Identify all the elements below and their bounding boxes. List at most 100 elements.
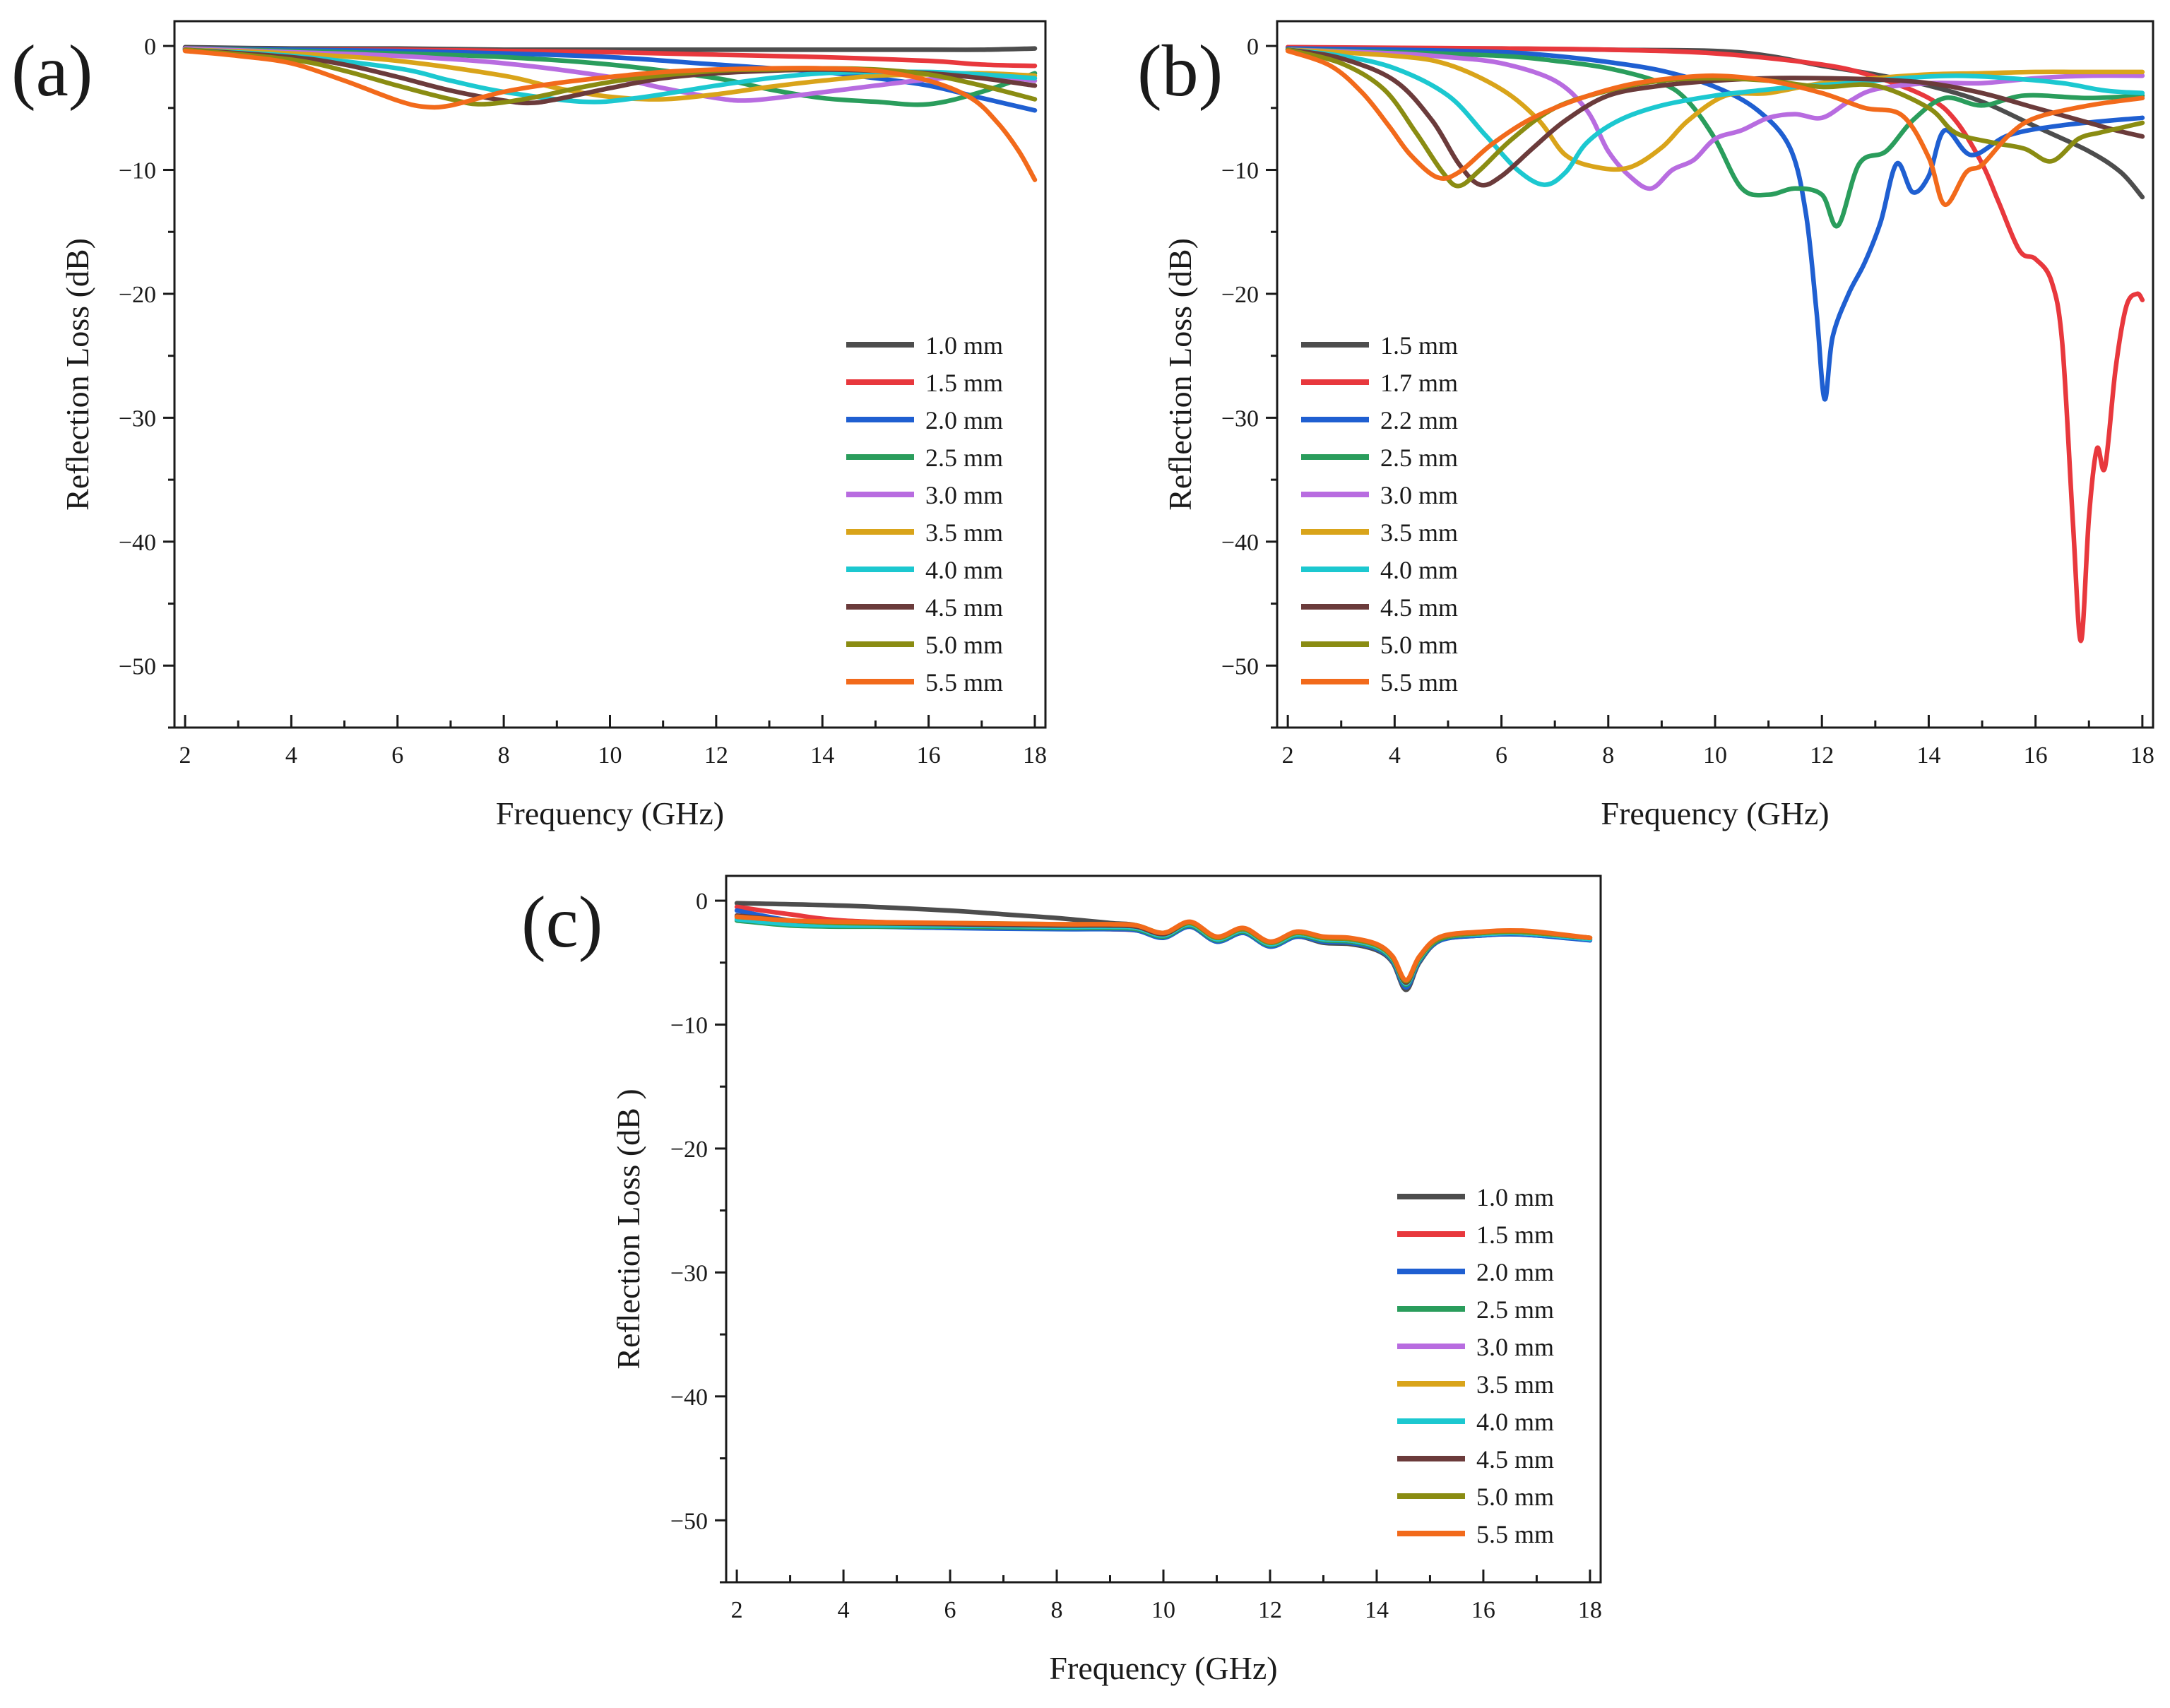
series-line-3-0mm bbox=[734, 915, 1593, 986]
x-tick-label: 4 bbox=[1389, 742, 1401, 769]
y-axis-label: Reflection Loss (dB) bbox=[1162, 238, 1198, 511]
legend-entry: 2.0 mm bbox=[1476, 1258, 1554, 1286]
series-group bbox=[1285, 45, 2145, 644]
x-tick-label: 2 bbox=[179, 742, 191, 769]
series-line-3-0mm bbox=[1285, 47, 2145, 191]
series-line-1-7mm bbox=[1285, 45, 2145, 644]
series-line-3-5mm bbox=[1285, 47, 2145, 172]
y-tick-label: 0 bbox=[1247, 34, 1259, 60]
x-tick-label: 18 bbox=[1023, 742, 1047, 769]
x-tick-label: 10 bbox=[1151, 1597, 1175, 1623]
legend-entry: 3.0 mm bbox=[925, 481, 1003, 509]
y-tick-label: 0 bbox=[144, 34, 156, 60]
y-tick-label: −30 bbox=[119, 405, 156, 432]
legend-entry: 1.7 mm bbox=[1380, 369, 1458, 397]
y-tick-label: −10 bbox=[119, 158, 156, 184]
x-tick-label: 2 bbox=[1282, 742, 1294, 769]
panel-a: (a) 2 4 6 8 10 12 14 16 18 0 −10 −20 −30 −40 −50 Frequen… bbox=[11, 20, 1047, 831]
legend-entry: 4.5 mm bbox=[1476, 1445, 1554, 1473]
x-axis-label: Frequency (GHz) bbox=[1601, 795, 1829, 831]
series-line-1-5mm bbox=[734, 904, 1593, 989]
x-tick-label: 6 bbox=[944, 1597, 956, 1623]
plot-frame bbox=[725, 874, 1602, 1584]
legend-entry: 3.5 mm bbox=[1476, 1370, 1554, 1399]
x-tick-label: 8 bbox=[1602, 742, 1614, 769]
x-tick-label: 18 bbox=[1578, 1597, 1602, 1623]
legend-entry: 2.0 mm bbox=[925, 406, 1003, 434]
legend-entry: 1.0 mm bbox=[925, 331, 1003, 360]
y-axis-label: Reflection Loss (dB) bbox=[59, 238, 95, 511]
legend-entry: 4.0 mm bbox=[925, 556, 1003, 584]
x-tick-label: 12 bbox=[1258, 1597, 1282, 1623]
y-tick-label: −50 bbox=[1221, 653, 1259, 680]
y-tick-label: 0 bbox=[696, 889, 708, 915]
legend-entry: 5.5 mm bbox=[1380, 668, 1458, 696]
series-line-1-5mm bbox=[1285, 45, 2145, 200]
panel-label: (b) bbox=[1137, 30, 1223, 112]
legend-entry: 5.5 mm bbox=[925, 668, 1003, 696]
panel-b: (b) 2 4 6 8 10 12 14 16 18 0 −10 −20 −30 −40 −50 Frequen… bbox=[1137, 20, 2154, 831]
series-group bbox=[182, 45, 1038, 182]
x-tick-label: 8 bbox=[1051, 1597, 1063, 1623]
x-tick-label: 12 bbox=[704, 742, 728, 769]
legend-entry: 3.0 mm bbox=[1380, 481, 1458, 509]
y-tick-label: −30 bbox=[1221, 405, 1259, 432]
legend-entry: 4.0 mm bbox=[1476, 1408, 1554, 1436]
legend-entry: 1.5 mm bbox=[925, 369, 1003, 397]
legend-entry: 2.5 mm bbox=[1476, 1295, 1554, 1324]
y-tick-label: −20 bbox=[119, 282, 156, 308]
legend-entry: 4.5 mm bbox=[1380, 593, 1458, 622]
x-axis-label: Frequency (GHz) bbox=[1049, 1650, 1277, 1686]
plot-frame bbox=[1276, 20, 2154, 729]
x-tick-label: 14 bbox=[1365, 1597, 1389, 1623]
x-tick-label: 8 bbox=[498, 742, 510, 769]
panel-label: (a) bbox=[11, 30, 93, 112]
y-tick-label: −20 bbox=[670, 1137, 708, 1163]
plot-frame bbox=[173, 20, 1047, 729]
x-tick-label: 10 bbox=[1703, 742, 1727, 769]
series-line-1-0mm bbox=[734, 901, 1593, 992]
legend-entry: 2.5 mm bbox=[1380, 444, 1458, 472]
series-group bbox=[734, 901, 1593, 992]
legend-entry: 5.0 mm bbox=[1380, 631, 1458, 659]
x-tick-label: 16 bbox=[2024, 742, 2048, 769]
legend-entry: 3.5 mm bbox=[1380, 518, 1458, 547]
legend-entry: 3.0 mm bbox=[1476, 1333, 1554, 1361]
legend-entry: 2.2 mm bbox=[1380, 406, 1458, 434]
y-tick-label: −50 bbox=[119, 653, 156, 680]
series-line-4-0mm bbox=[1285, 47, 2145, 187]
series-line-2-5mm bbox=[734, 918, 1593, 988]
legend-entry: 5.5 mm bbox=[1476, 1520, 1554, 1548]
y-tick-label: −30 bbox=[670, 1260, 708, 1286]
y-tick-label: −10 bbox=[670, 1013, 708, 1039]
legend-entry: 3.5 mm bbox=[925, 518, 1003, 547]
series-line-5-5mm bbox=[734, 914, 1593, 983]
x-tick-label: 4 bbox=[838, 1597, 850, 1623]
x-tick-label: 16 bbox=[1471, 1597, 1495, 1623]
x-tick-label: 14 bbox=[810, 742, 834, 769]
x-axis-label: Frequency (GHz) bbox=[496, 795, 724, 831]
panel-c: (c) 2 4 6 8 10 12 14 16 18 0 −10 −20 −30 −40 −50 Frequen… bbox=[521, 874, 1602, 1686]
legend: 1.5 mm 1.7 mm 2.2 mm 2.5 mm 3.0 mm 3.5 mm 4.0 … bbox=[1301, 331, 1458, 696]
series-line-5-0mm bbox=[182, 47, 1038, 107]
series-line-5-5mm bbox=[182, 48, 1038, 182]
series-line-4-5mm bbox=[1285, 47, 2145, 188]
y-tick-label: −40 bbox=[670, 1384, 708, 1411]
legend-entry: 5.0 mm bbox=[1476, 1483, 1554, 1511]
x-tick-label: 12 bbox=[1810, 742, 1834, 769]
y-tick-label: −20 bbox=[1221, 282, 1259, 308]
y-tick-label: −50 bbox=[670, 1508, 708, 1534]
x-tick-label: 6 bbox=[391, 742, 403, 769]
legend-entry: 1.0 mm bbox=[1476, 1183, 1554, 1211]
y-tick-label: −40 bbox=[1221, 530, 1259, 556]
y-tick-label: −40 bbox=[119, 530, 156, 556]
x-tick-label: 14 bbox=[1916, 742, 1940, 769]
x-tick-label: 4 bbox=[285, 742, 297, 769]
x-tick-label: 2 bbox=[731, 1597, 743, 1623]
legend-entry: 2.5 mm bbox=[925, 444, 1003, 472]
series-line-2-5mm bbox=[1285, 47, 2145, 229]
y-tick-label: −10 bbox=[1221, 158, 1259, 184]
series-line-2-2mm bbox=[1285, 46, 2145, 402]
x-tick-label: 16 bbox=[917, 742, 941, 769]
